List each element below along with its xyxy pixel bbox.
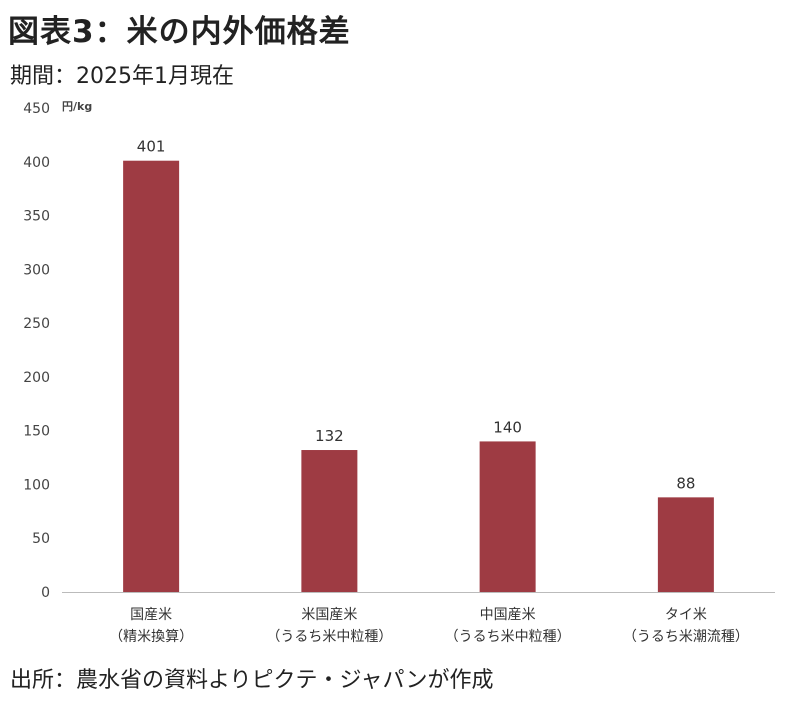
bar-chart: 0 50 100 150 200 250 300 350 400 450 円/kg 401 132 1… — [23, 100, 775, 645]
chart-title: 図表3：米の内外価格差 — [8, 14, 351, 50]
bar-3 — [657, 497, 714, 592]
data-label-2: 140 — [493, 418, 522, 436]
y-axis: 0 50 100 150 200 250 300 350 400 450 — [23, 101, 50, 601]
y-tick-label: 250 — [23, 316, 50, 332]
y-axis-unit: 円/kg — [62, 100, 92, 113]
y-tick-label: 350 — [23, 209, 50, 225]
bar-1 — [301, 450, 358, 592]
bars: 401 132 140 88 — [123, 138, 714, 593]
chart-source: 出所：農水省の資料よりピクテ・ジャパンが作成 — [10, 668, 494, 693]
bar-0 — [123, 160, 180, 593]
y-tick-label: 300 — [23, 262, 50, 278]
x-tick-label: （うるち米潮流種） — [623, 629, 749, 645]
x-tick-label: 国産米 — [130, 607, 172, 623]
y-tick-label: 450 — [23, 101, 50, 117]
x-tick-label: 米国産米 — [301, 607, 357, 623]
y-tick-label: 400 — [23, 155, 50, 171]
y-tick-label: 200 — [23, 370, 50, 386]
y-tick-label: 0 — [41, 585, 50, 601]
data-label-0: 401 — [137, 138, 166, 156]
x-tick-label: （精米換算） — [109, 629, 193, 645]
x-axis: 国産米 （精米換算） 米国産米 （うるち米中粒種） 中国産米 （うるち米中粒種） タイ米 （う… — [62, 592, 775, 645]
y-tick-label: 100 — [23, 477, 50, 493]
x-tick-label: 中国産米 — [480, 607, 536, 623]
y-tick-label: 150 — [23, 424, 50, 440]
data-label-3: 88 — [676, 474, 695, 492]
bar-2 — [479, 441, 536, 592]
data-label-1: 132 — [315, 427, 344, 445]
y-tick-label: 50 — [32, 531, 50, 547]
chart-subtitle: 期間：2025年1月現在 — [10, 64, 234, 89]
x-tick-label: タイ米 — [665, 607, 707, 623]
x-tick-label: （うるち米中粒種） — [266, 629, 392, 645]
x-tick-label: （うるち米中粒種） — [445, 629, 571, 645]
